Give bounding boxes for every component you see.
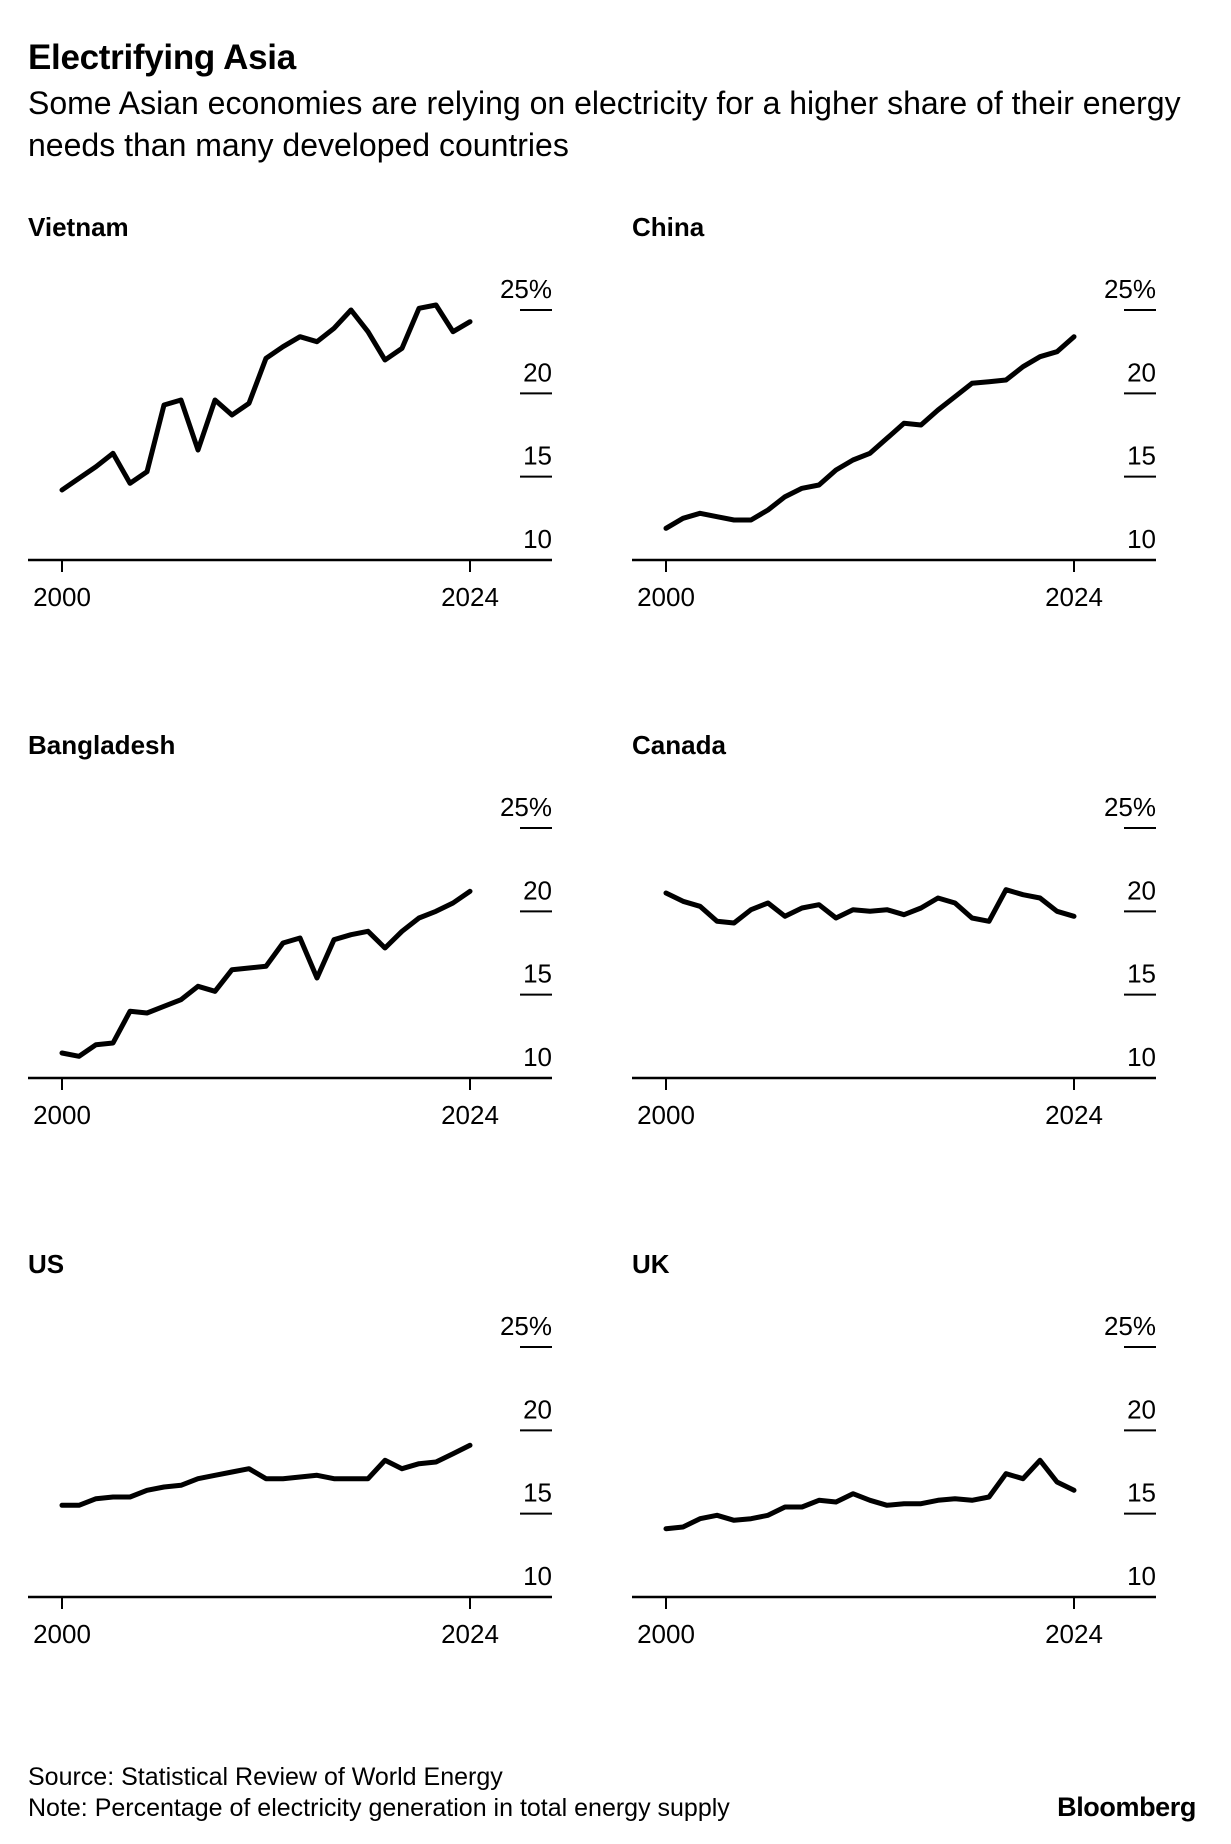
panel-canada: Canada 10 15 20 25% 2000 2024 — [632, 730, 1192, 1150]
y-tick-label: 10 — [1127, 1561, 1156, 1591]
x-tick-label: 2000 — [637, 1100, 695, 1130]
note-text: Note: Percentage of electricity generati… — [28, 1794, 730, 1822]
line-chart-china: 10 15 20 25% 2000 2024 — [632, 274, 1156, 612]
series-line — [663, 334, 1077, 531]
series-line — [59, 888, 473, 1059]
y-tick-label: 15 — [1127, 1478, 1156, 1508]
panel-title: Canada — [632, 730, 726, 760]
y-tick-label: 15 — [1127, 441, 1156, 471]
y-tick-label: 10 — [523, 1561, 552, 1591]
series-line — [663, 887, 1077, 926]
x-tick-label: 2024 — [441, 1100, 499, 1130]
line-chart-us: 10 15 20 25% 2000 2024 — [28, 1311, 552, 1649]
x-tick-label: 2000 — [33, 582, 91, 612]
y-tick-label: 10 — [523, 524, 552, 554]
x-tick-label: 2024 — [1045, 1619, 1103, 1649]
y-tick-label: 15 — [523, 959, 552, 989]
panel-title: China — [632, 212, 705, 242]
source-text: Source: Statistical Review of World Ener… — [28, 1763, 503, 1791]
line-chart-uk: 10 15 20 25% 2000 2024 — [632, 1311, 1156, 1649]
x-tick-label: 2024 — [441, 1619, 499, 1649]
y-tick-label: 25% — [500, 792, 552, 822]
y-tick-label: 25% — [500, 274, 552, 304]
chart-subtitle: Some Asian economies are relying on elec… — [28, 85, 1181, 163]
line-chart-canada: 10 15 20 25% 2000 2024 — [632, 792, 1156, 1130]
x-tick-label: 2000 — [637, 582, 695, 612]
y-tick-label: 10 — [1127, 1042, 1156, 1072]
y-tick-label: 15 — [523, 1478, 552, 1508]
y-tick-label: 15 — [523, 441, 552, 471]
line-chart-bangladesh: 10 15 20 25% 2000 2024 — [28, 792, 552, 1130]
x-tick-label: 2024 — [1045, 582, 1103, 612]
y-tick-label: 25% — [1104, 274, 1156, 304]
chart-title: Electrifying Asia — [28, 38, 296, 77]
panel-title: UK — [632, 1249, 670, 1279]
series-line — [59, 1442, 473, 1508]
y-tick-label: 10 — [523, 1042, 552, 1072]
bloomberg-logo: Bloomberg — [1057, 1792, 1196, 1822]
x-tick-label: 2024 — [441, 582, 499, 612]
panel-us: US 10 15 20 25% 2000 2024 — [28, 1249, 588, 1669]
y-tick-label: 20 — [523, 357, 552, 387]
panel-title: Bangladesh — [28, 730, 176, 760]
x-tick-label: 2000 — [637, 1619, 695, 1649]
series-line — [59, 302, 473, 493]
panel-title: Vietnam — [28, 212, 129, 242]
y-tick-label: 20 — [1127, 1394, 1156, 1424]
y-tick-label: 10 — [1127, 524, 1156, 554]
y-tick-label: 20 — [1127, 357, 1156, 387]
panel-vietnam: Vietnam 10 15 20 25% 2000 2024 — [28, 212, 588, 632]
x-tick-label: 2024 — [1045, 1100, 1103, 1130]
y-tick-label: 25% — [1104, 792, 1156, 822]
panel-uk: UK 10 15 20 25% 2000 2024 — [632, 1249, 1192, 1669]
x-tick-label: 2000 — [33, 1619, 91, 1649]
y-tick-label: 20 — [523, 1394, 552, 1424]
panel-bangladesh: Bangladesh 10 15 20 25% 2000 2024 — [28, 730, 588, 1150]
panel-china: China 10 15 20 25% 2000 2024 — [632, 212, 1192, 632]
y-tick-label: 25% — [1104, 1311, 1156, 1341]
y-tick-label: 25% — [500, 1311, 552, 1341]
panel-title: US — [28, 1249, 65, 1279]
y-tick-label: 20 — [1127, 875, 1156, 905]
footer-notes: Source: Statistical Review of World Ener… — [28, 1762, 730, 1824]
line-chart-vietnam: 10 15 20 25% 2000 2024 — [28, 274, 552, 612]
x-tick-label: 2000 — [33, 1100, 91, 1130]
y-tick-label: 20 — [523, 875, 552, 905]
series-line — [663, 1457, 1077, 1532]
y-tick-label: 15 — [1127, 959, 1156, 989]
